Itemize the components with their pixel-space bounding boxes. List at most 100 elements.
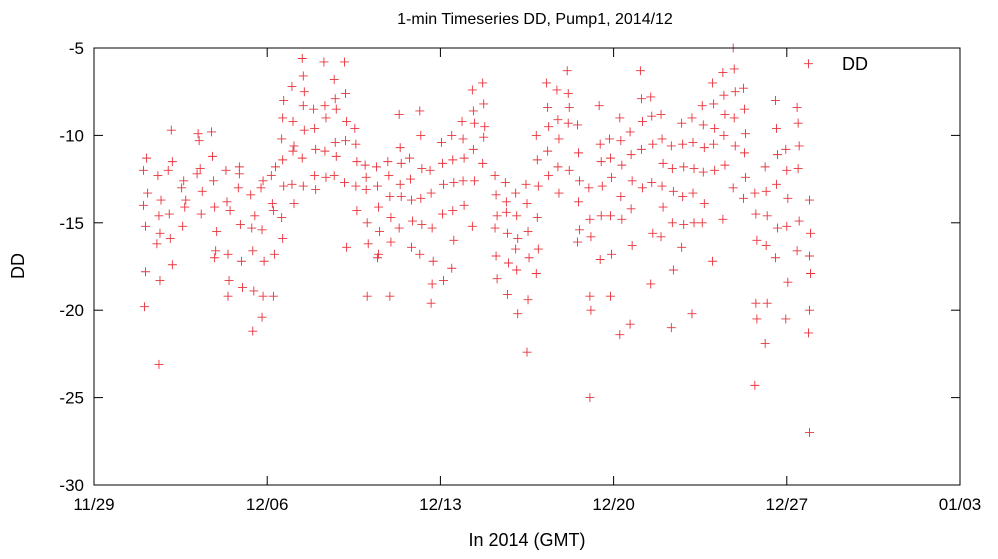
- data-point: [330, 94, 340, 104]
- data-point: [209, 176, 219, 186]
- data-point: [511, 188, 521, 198]
- data-point: [689, 164, 699, 174]
- data-point: [544, 171, 554, 181]
- data-point: [458, 176, 468, 186]
- data-point: [361, 172, 371, 182]
- data-point: [596, 157, 606, 167]
- data-point: [394, 109, 404, 119]
- data-point: [467, 221, 477, 231]
- data-point: [708, 78, 718, 88]
- data-point: [426, 188, 436, 198]
- data-point: [457, 116, 467, 126]
- data-point: [141, 221, 151, 231]
- data-point: [607, 249, 617, 259]
- data-point: [750, 380, 760, 390]
- data-point: [448, 206, 458, 216]
- data-point: [154, 211, 164, 221]
- data-point: [606, 153, 616, 163]
- x-axis-label: In 2014 (GMT): [468, 530, 585, 550]
- data-point: [224, 275, 234, 285]
- data-point: [781, 314, 791, 324]
- data-point: [386, 237, 396, 247]
- chart-title: 1-min Timeseries DD, Pump1, 2014/12: [397, 11, 673, 28]
- data-point: [626, 150, 636, 160]
- x-tick-label: 11/29: [73, 495, 114, 514]
- data-point: [467, 85, 477, 95]
- data-point: [207, 127, 217, 137]
- data-point: [752, 314, 762, 324]
- y-tick-label: -30: [59, 476, 84, 495]
- data-point: [491, 190, 501, 200]
- data-point: [709, 139, 719, 149]
- data-point: [677, 118, 687, 128]
- data-point: [513, 234, 523, 244]
- data-point: [501, 197, 511, 207]
- data-point: [502, 228, 512, 238]
- data-point: [248, 246, 258, 256]
- data-point: [235, 220, 245, 230]
- data-point: [156, 195, 166, 205]
- data-point: [771, 179, 781, 189]
- data-point: [427, 279, 437, 289]
- data-point: [352, 206, 362, 216]
- data-point: [677, 242, 687, 252]
- data-point: [522, 199, 532, 209]
- data-point: [197, 186, 207, 196]
- data-point: [728, 183, 738, 193]
- data-point: [750, 188, 760, 198]
- data-point: [211, 246, 221, 256]
- data-point: [635, 66, 645, 76]
- data-point: [658, 158, 668, 168]
- data-point: [636, 144, 646, 154]
- data-point: [718, 67, 728, 77]
- data-point: [656, 232, 666, 242]
- data-point: [143, 188, 153, 198]
- data-point: [762, 211, 772, 221]
- data-point: [666, 323, 676, 333]
- data-point: [478, 158, 488, 168]
- y-tick-label: -5: [69, 39, 84, 58]
- y-axis-label: DD: [8, 253, 28, 279]
- data-point: [438, 275, 448, 285]
- data-point: [256, 183, 266, 193]
- data-point: [699, 143, 709, 153]
- data-point: [319, 57, 329, 67]
- data-point: [394, 223, 404, 233]
- data-point: [210, 253, 220, 263]
- data-point: [459, 153, 469, 163]
- data-point: [617, 160, 627, 170]
- data-point: [636, 94, 646, 104]
- data-point: [155, 228, 165, 238]
- data-point: [425, 165, 435, 175]
- data-point: [360, 160, 370, 170]
- data-point: [458, 134, 468, 144]
- data-point: [277, 134, 287, 144]
- data-point: [371, 162, 381, 172]
- data-point: [373, 253, 383, 263]
- data-point: [329, 171, 339, 181]
- data-point: [575, 225, 585, 235]
- data-point: [687, 309, 697, 319]
- data-point: [761, 186, 771, 196]
- data-point: [697, 218, 707, 228]
- data-point: [415, 249, 425, 259]
- data-point: [751, 298, 761, 308]
- data-point: [449, 235, 459, 245]
- data-point: [794, 216, 804, 226]
- data-point: [237, 282, 247, 292]
- data-point: [192, 169, 202, 179]
- data-point: [246, 190, 256, 200]
- data-point: [289, 141, 299, 151]
- data-point: [782, 221, 792, 231]
- data-point: [762, 298, 772, 308]
- y-tick-label: -20: [59, 301, 84, 320]
- data-point: [374, 249, 384, 259]
- data-point: [222, 197, 232, 207]
- data-point: [270, 162, 280, 172]
- data-point: [278, 113, 288, 123]
- data-point: [646, 92, 656, 102]
- data-point: [341, 136, 351, 146]
- data-point: [331, 151, 341, 161]
- data-point: [719, 130, 729, 140]
